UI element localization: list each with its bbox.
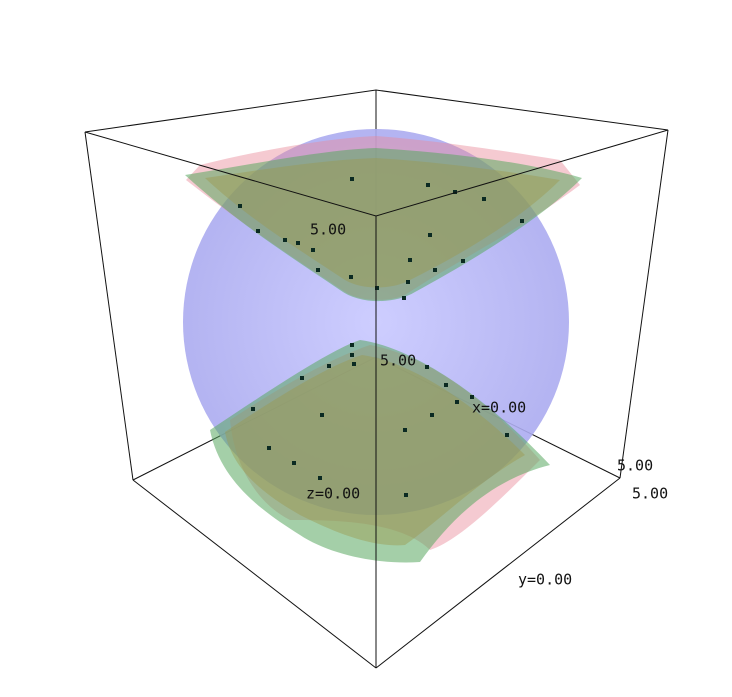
axis-label: 5.00: [617, 457, 653, 475]
cube-edges: [84, 89, 669, 669]
points: [238, 177, 524, 497]
axis-label: 5.00: [380, 352, 416, 370]
axis-label: 5.00: [632, 485, 668, 503]
top-surface: [185, 136, 582, 302]
axis-label: 5.00: [310, 221, 346, 239]
axis-label: z=0.00: [306, 485, 360, 503]
axis-label: y=0.00: [518, 571, 572, 589]
axis-label: x=0.00: [472, 399, 526, 417]
bottom-surface: [210, 340, 550, 563]
